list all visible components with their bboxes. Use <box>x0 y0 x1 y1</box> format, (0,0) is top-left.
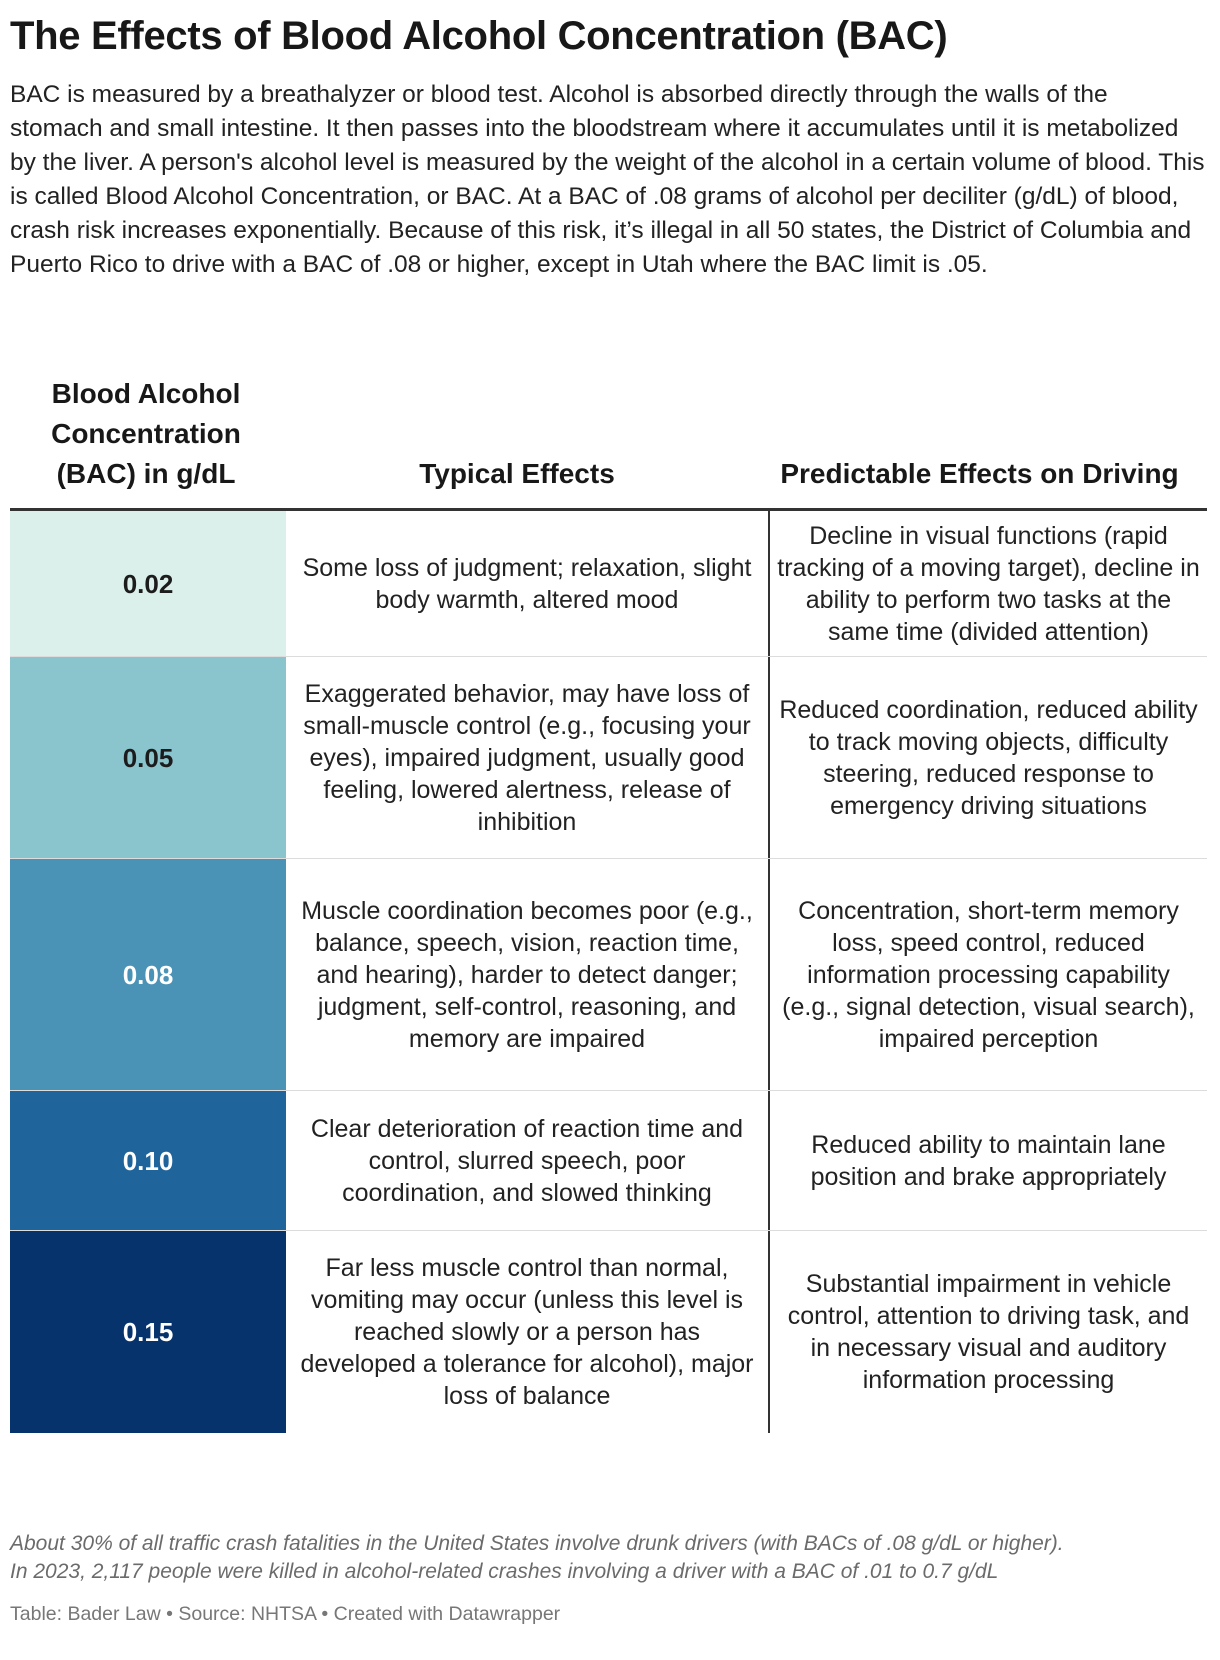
bac-cell: 0.05 <box>10 657 286 858</box>
header-bac: Blood Alcohol Concentration (BAC) in g/d… <box>51 378 241 489</box>
footnote: About 30% of all traffic crash fatalitie… <box>10 1530 1210 1586</box>
footnote-line: About 30% of all traffic crash fatalitie… <box>10 1532 1064 1555</box>
table-row: 0.05 Exaggerated behavior, may have loss… <box>10 657 1207 859</box>
table-row: 0.08 Muscle coordination becomes poor (e… <box>10 859 1207 1091</box>
chart-title: The Effects of Blood Alcohol Concentrati… <box>10 14 948 58</box>
bac-cell: 0.10 <box>10 1091 286 1230</box>
typical-effects-cell: Exaggerated behavior, may have loss of s… <box>286 657 770 858</box>
driving-effects-cell: Decline in visual functions (rapid track… <box>777 521 1200 646</box>
table-body: 0.02 Some loss of judgment; relaxation, … <box>10 511 1207 1433</box>
driving-effects-cell: Substantial impairment in vehicle contro… <box>787 1270 1190 1394</box>
footnote-line: In 2023, 2,117 people were killed in alc… <box>10 1560 999 1583</box>
table-row: 0.15 Far less muscle control than normal… <box>10 1231 1207 1433</box>
bac-cell: 0.02 <box>10 511 286 656</box>
typical-effects-cell: Some loss of judgment; relaxation, sligh… <box>286 511 770 656</box>
typical-effects-cell: Muscle coordination becomes poor (e.g., … <box>286 859 770 1090</box>
bac-cell: 0.08 <box>10 859 286 1090</box>
chart-description: BAC is measured by a breathalyzer or blo… <box>10 81 1205 278</box>
table-row: 0.10 Clear deterioration of reaction tim… <box>10 1091 1207 1231</box>
table-header: Blood Alcohol Concentration (BAC) in g/d… <box>10 372 1207 511</box>
header-typical-effects: Typical Effects <box>419 458 615 489</box>
header-driving-effects: Predictable Effects on Driving <box>780 458 1179 489</box>
driving-effects-cell: Reduced ability to maintain lane positio… <box>810 1130 1167 1191</box>
source-line: Table: Bader Law • Source: NHTSA • Creat… <box>10 1603 561 1625</box>
driving-effects-cell: Concentration, short-term memory loss, s… <box>782 896 1195 1053</box>
driving-effects-cell: Reduced coordination, reduced ability to… <box>779 695 1198 820</box>
table-row: 0.02 Some loss of judgment; relaxation, … <box>10 511 1207 657</box>
typical-effects-cell: Far less muscle control than normal, vom… <box>286 1231 770 1433</box>
typical-effects-cell: Clear deterioration of reaction time and… <box>286 1091 770 1230</box>
bac-cell: 0.15 <box>10 1231 286 1433</box>
